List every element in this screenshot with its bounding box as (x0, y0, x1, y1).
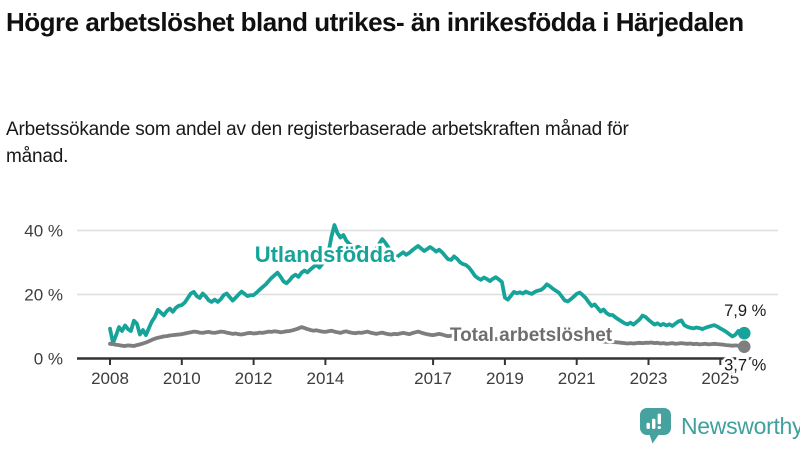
series-end-value-label: 3,7 % (724, 357, 767, 375)
x-tick-label: 2023 (630, 369, 668, 388)
chart-labels: 0 % 20 % 40 % 2008 2010 2012 2014 2017 2019 2021 2… (24, 222, 769, 389)
y-tick-label: 40 % (24, 222, 63, 241)
x-tick-label: 2019 (486, 369, 524, 388)
x-tick-label: 2010 (163, 369, 201, 388)
series-inline-label: Total arbetslöshet (450, 325, 613, 346)
series-line (108, 325, 747, 349)
x-tick-label: 2025 (701, 369, 739, 388)
series-line (108, 223, 747, 346)
y-tick-label: 20 % (24, 286, 63, 305)
x-tick-label: 2008 (91, 369, 129, 388)
x-axis (77, 357, 755, 365)
x-tick-label: 2017 (414, 369, 452, 388)
data-series (108, 223, 751, 353)
series-end-dot (737, 326, 751, 340)
x-tick-label: 2012 (235, 369, 273, 388)
page-subtitle: Arbetssökande som andel av den registerb… (6, 119, 629, 167)
newsworthy-wordmark: Newsworthy (681, 413, 800, 439)
page-title: Högre arbetslöshet bland utrikes- än inr… (6, 7, 744, 37)
series-end-value-label: 7,9 % (724, 302, 767, 320)
gridlines (77, 229, 778, 296)
x-tick-label: 2014 (306, 369, 344, 388)
newsworthy-logo: Newsworthy (639, 408, 800, 445)
series-end-dot (737, 340, 751, 353)
y-tick-label: 0 % (34, 350, 63, 369)
x-tick-label: 2021 (558, 369, 596, 388)
series-inline-label: Utlandsfödda (255, 242, 396, 267)
newsworthy-icon (640, 408, 671, 444)
